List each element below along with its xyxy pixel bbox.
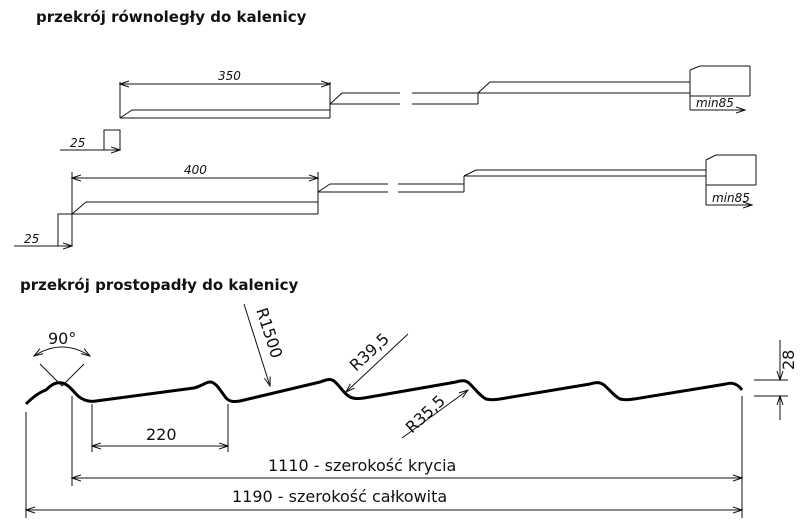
profile-b-step [57,213,73,246]
angle-label: 90° [48,329,76,348]
profile-a-step [103,129,121,150]
radius-top-leader [346,333,409,392]
radius-top-label: R39,5 [346,329,393,375]
radius-bottom-leader [401,390,468,439]
title-perpendicular: przekrój prostopadły do kalenicy [20,276,299,294]
profile-a-overlap-label: min85 [696,96,734,110]
angle-indicator [34,346,90,387]
profile-a-length-label: 350 [218,69,241,83]
height-dim [754,340,788,420]
radius-bottom-label: R35,5 [402,391,449,437]
radius-large-label: R1500 [252,305,286,360]
pitch-dim [92,404,228,452]
profile-a [60,65,751,150]
cover-width-dim [72,396,742,486]
radius-large-leader [243,303,270,386]
total-width-label: 1190 - szerokość całkowita [232,487,447,506]
corrugated-profile [24,377,744,406]
height-label: 28 [779,350,798,370]
title-parallel: przekrój równoległy do kalenicy [36,8,307,26]
profile-b [14,154,757,246]
profile-a-step-label: 25 [70,136,85,150]
profile-b-overlap-label: min85 [712,191,750,205]
profile-b-step-label: 25 [24,232,39,246]
cover-width-label: 1110 - szerokość krycia [268,456,456,475]
pitch-label: 220 [146,425,177,444]
total-width-dim [26,412,742,518]
profile-b-length-label: 400 [184,163,207,177]
